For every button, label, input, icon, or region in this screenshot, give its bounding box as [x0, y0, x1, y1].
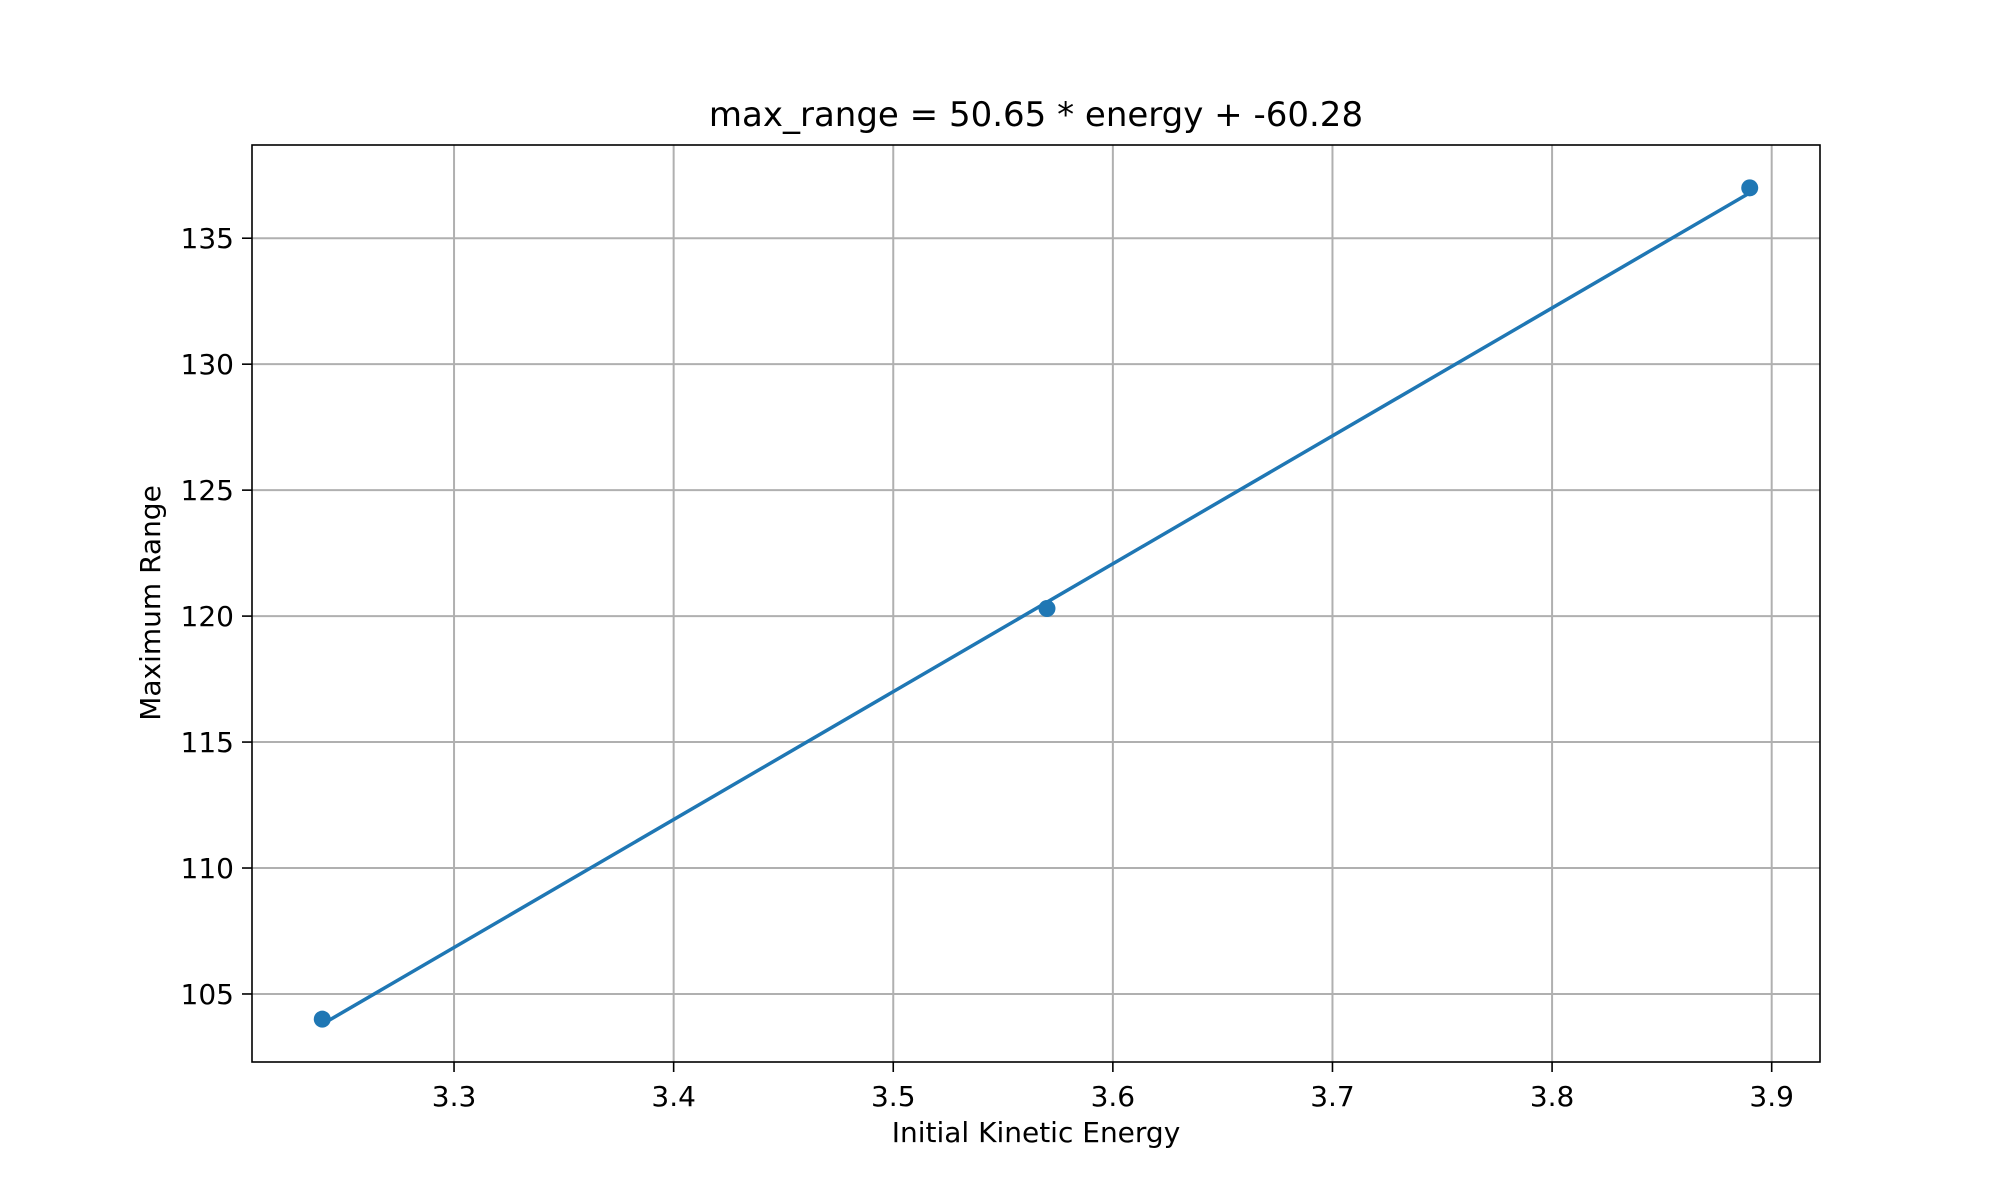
plot-series	[313, 179, 1759, 1028]
y-tick-label: 110	[181, 852, 234, 885]
data-point	[1038, 600, 1056, 618]
y-tick-label: 125	[181, 474, 234, 507]
chart-title: max_range = 50.65 * energy + -60.28	[709, 95, 1363, 135]
y-tick-label: 135	[181, 222, 234, 255]
data-point	[1741, 179, 1759, 197]
x-tick-label: 3.6	[1091, 1080, 1136, 1113]
x-axis-label: Initial Kinetic Energy	[892, 1116, 1181, 1149]
x-tick-label: 3.9	[1749, 1080, 1794, 1113]
data-point	[313, 1010, 331, 1028]
y-tick-label: 130	[181, 348, 234, 381]
x-tick-label: 3.3	[432, 1080, 477, 1113]
y-tick-label: 105	[181, 978, 234, 1011]
x-tick-label: 3.8	[1530, 1080, 1575, 1113]
plot-frame	[251, 144, 1821, 1063]
x-tick-label: 3.4	[651, 1080, 696, 1113]
y-axis-label: Maximum Range	[134, 485, 167, 721]
axis-ticks: 3.3 3.4 3.5 3.6 3.7 3.8 3.9 105 110 115 120 125 130 1…	[181, 222, 1794, 1113]
gridlines	[252, 145, 1820, 1062]
y-tick-label: 120	[181, 600, 234, 633]
x-tick-label: 3.5	[871, 1080, 916, 1113]
y-tick-label: 115	[181, 726, 234, 759]
x-tick-label: 3.7	[1310, 1080, 1355, 1113]
fit-line	[321, 191, 1751, 1026]
